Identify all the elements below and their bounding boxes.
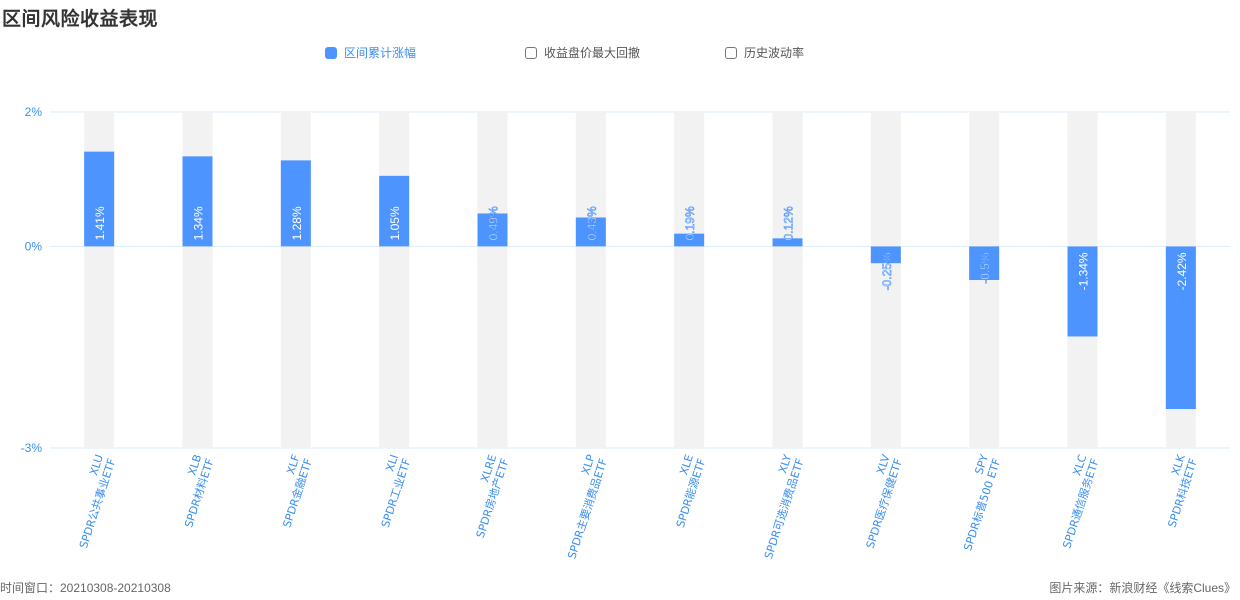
data-label: 1.05%: [388, 206, 402, 240]
y-tick-label: -3%: [21, 441, 43, 455]
data-label: 1.41%: [93, 206, 107, 240]
x-tick-label: SPYSPDR标普500 ETF: [949, 453, 1004, 553]
bar-background: [575, 112, 606, 448]
data-label: 0.49%: [487, 206, 501, 240]
legend-item-max-drawdown[interactable]: 收益盘价最大回撤: [525, 44, 640, 61]
chart-title: 区间风险收益表现: [2, 8, 159, 30]
x-tick-label: XLISPDR工业ETF: [366, 453, 413, 529]
data-label: -2.42%: [1175, 252, 1189, 290]
data-label: -0.5%: [978, 252, 992, 284]
x-tick-label: XLBSPDR材料ETF: [170, 453, 217, 529]
y-tick-label: 2%: [25, 105, 43, 119]
data-label: -1.34%: [1077, 252, 1091, 290]
legend-checkbox-icon: [725, 46, 737, 59]
x-tick-label: XLUSPDR公共事业ETF: [65, 453, 119, 550]
bar-background: [674, 112, 705, 448]
data-label: 1.34%: [192, 206, 206, 240]
x-tick-label: XLKSPDR科技ETF: [1153, 452, 1200, 529]
data-label: 0.12%: [782, 206, 796, 240]
bar: [280, 160, 311, 247]
bar: [182, 156, 213, 247]
bar: [1067, 246, 1098, 337]
bar: [84, 151, 115, 247]
data-label: 0.43%: [585, 206, 599, 240]
bar: [575, 217, 606, 247]
legend-item-volatility[interactable]: 历史波动率: [725, 44, 804, 61]
legend-swatch-icon: [325, 46, 337, 59]
bar-background: [477, 112, 508, 448]
time-window-text: 时间窗口：20210308-20210308: [0, 581, 171, 595]
bar: [1165, 246, 1196, 410]
x-tick-label: XLRESPDR房地产ETF: [461, 453, 511, 540]
x-tick-label: XLPSPDR主要消费品ETF: [553, 453, 610, 561]
legend-label: 区间累计涨幅: [344, 46, 417, 60]
legend-checkbox-icon: [525, 46, 537, 59]
legend-item-cumulative-return[interactable]: 区间累计涨幅: [325, 44, 416, 61]
bar: [674, 233, 705, 247]
bar: [477, 213, 508, 247]
source-text: 图片来源：新浪财经《线索Clues》: [1049, 581, 1236, 595]
data-label: 1.28%: [290, 206, 304, 240]
bar-background: [772, 112, 803, 448]
x-tick-label: XLVSPDR医疗保健ETF: [851, 452, 905, 550]
bar: [969, 246, 1000, 280]
y-tick-label: 0%: [25, 239, 43, 253]
legend-label: 收益盘价最大回撤: [544, 46, 641, 60]
bar: [379, 175, 410, 247]
bar-background: [870, 112, 901, 448]
x-tick-label: XLCSPDR通信服务ETF: [1048, 453, 1102, 550]
bar: [870, 246, 901, 264]
x-tick-label: XLYSPDR可选消费品ETF: [750, 453, 807, 561]
legend: 区间累计涨幅 收益盘价最大回撤 历史波动率: [0, 44, 1240, 64]
x-tick-label: XLFSPDR金融ETF: [268, 453, 315, 529]
bar-background: [379, 112, 410, 448]
data-label: -0.25%: [880, 252, 894, 290]
data-label: 0.19%: [683, 206, 697, 240]
bar: [772, 238, 803, 247]
legend-label: 历史波动率: [744, 46, 805, 60]
x-tick-label: XLESPDR能源ETF: [661, 453, 708, 529]
